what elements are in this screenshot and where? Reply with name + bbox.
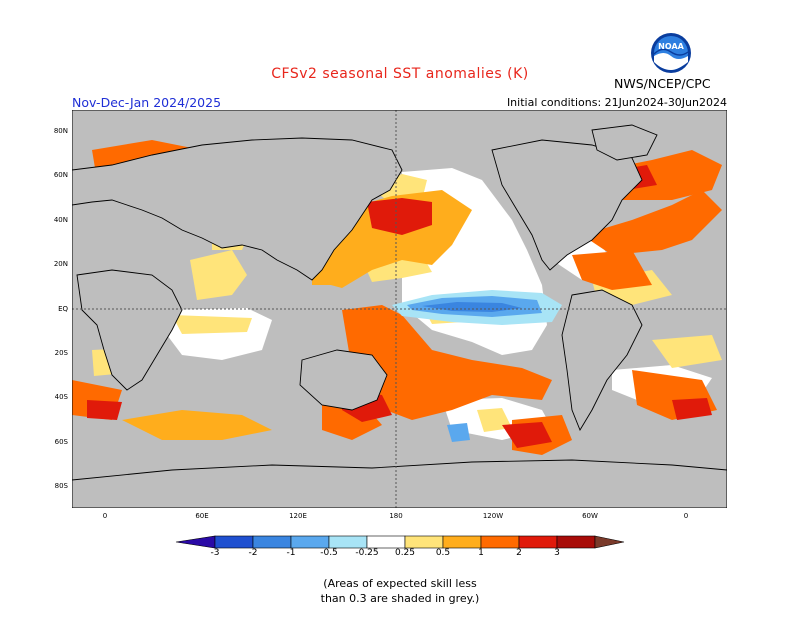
lat-label-60s: 60S bbox=[54, 438, 68, 446]
lon-label-180: 180 bbox=[389, 512, 403, 520]
map-title: CFSv2 seasonal SST anomalies (K) bbox=[271, 66, 529, 82]
lat-label-20s: 20S bbox=[54, 349, 68, 357]
lat-label-40s: 40S bbox=[54, 393, 68, 401]
lat-label-40n: 40N bbox=[53, 216, 68, 224]
lon-label-60w: 60W bbox=[582, 512, 598, 520]
noaa-logo-icon: NOAA bbox=[651, 33, 691, 73]
sst-anomaly-field bbox=[72, 140, 722, 455]
svg-text:NOAA: NOAA bbox=[658, 42, 684, 51]
footnote-line-1: (Areas of expected skill less bbox=[323, 577, 477, 590]
lon-label-0-east: 0 bbox=[683, 512, 689, 520]
continents bbox=[72, 124, 727, 508]
lat-label-eq: EQ bbox=[58, 305, 68, 313]
landmass-greenland bbox=[591, 124, 658, 161]
sst-anomaly-map bbox=[72, 110, 727, 508]
landmass-australia bbox=[299, 349, 388, 411]
colorbar-tick: -1 bbox=[286, 548, 296, 558]
colorbar bbox=[175, 535, 625, 549]
colorbar-tick: 1 bbox=[478, 548, 484, 558]
lat-label-60n: 60N bbox=[53, 171, 68, 179]
lat-label-80s: 80S bbox=[54, 482, 68, 490]
gridlines bbox=[72, 110, 727, 508]
colorbar-tick: 2 bbox=[516, 548, 522, 558]
colorbar-tick: 0.25 bbox=[394, 548, 416, 558]
colorbar-tick: 3 bbox=[554, 548, 560, 558]
lon-label-0: 0 bbox=[102, 512, 108, 520]
agency-label: NWS/NCEP/CPC bbox=[614, 76, 711, 91]
colorbar-tick: 0.5 bbox=[435, 548, 451, 558]
landmass-south-america bbox=[561, 289, 643, 432]
skill-footnote: (Areas of expected skill less than 0.3 a… bbox=[300, 576, 500, 606]
lat-label-80n: 80N bbox=[53, 127, 68, 135]
colorbar-tick: -3 bbox=[210, 548, 220, 558]
lon-label-120w: 120W bbox=[482, 512, 504, 520]
landmass-africa bbox=[76, 269, 183, 391]
footnote-line-2: than 0.3 are shaded in grey.) bbox=[320, 592, 480, 605]
lat-label-20n: 20N bbox=[53, 260, 68, 268]
landmass-europe-asia bbox=[72, 137, 403, 281]
colorbar-tick: -0.5 bbox=[320, 548, 338, 558]
colorbar-tick: -2 bbox=[248, 548, 258, 558]
initial-conditions-label: Initial conditions: 21Jun2024-30Jun2024 bbox=[506, 96, 727, 109]
lon-label-120e: 120E bbox=[289, 512, 307, 520]
season-label: Nov-Dec-Jan 2024/2025 bbox=[72, 95, 222, 110]
lon-label-60e: 60E bbox=[195, 512, 209, 520]
landmass-antarctica bbox=[72, 459, 727, 508]
colorbar-tick: -0.25 bbox=[355, 548, 379, 558]
